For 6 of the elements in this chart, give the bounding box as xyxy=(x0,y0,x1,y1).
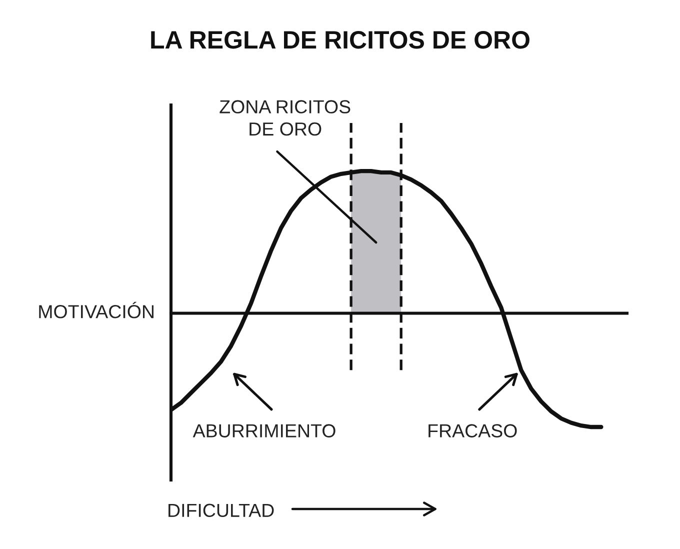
chart-title: LA REGLA DE RICITOS DE ORO xyxy=(151,31,530,49)
y-axis-title: MOTIVACIÓN xyxy=(39,302,154,318)
annotation: ABURRIMIENTO xyxy=(192,424,336,438)
annotation: FRACASO xyxy=(428,424,517,438)
x-axis-title: DIFICULTAD xyxy=(168,504,274,518)
text: ZONA RICITOS DE ORO xyxy=(220,100,350,136)
